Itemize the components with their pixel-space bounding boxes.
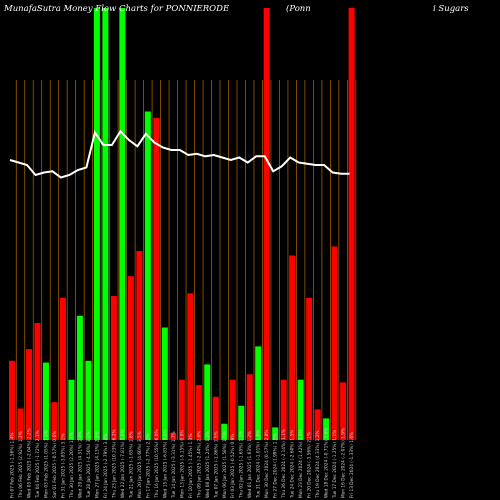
x-tick-label: Thu 30 Jan 2025 (2.20%) 1.7% [69,432,75,499]
x-tick-label: Tue 17 Dec 2024 (-1.25%) 1.1% [332,430,338,499]
x-tick-label: Wed 22 Jan 2025 (-7.81%) 5.0% [120,429,126,498]
volume-bar [42,362,49,440]
x-tick-label: Thu 26 Dec 2024 (-2.14%) 1.1% [281,429,287,499]
x-tick-label: Mon 27 Jan 2025 (4.13%) 2.8% [94,431,100,498]
x-tick-label: Fri 20 Dec 2024 (-3.56%) 2.1% [307,432,313,498]
volume-bar [314,409,321,440]
x-tick-label: Wed 05 Feb 2025 (-2.04%) 2.2% [26,428,32,498]
x-tick-label: Thu 19 Dec 2024 (4.33%) 1.2% [315,430,321,499]
x-tick-label: Thu 16 Jan 2025 (10.55%) 6.0% [154,429,160,499]
volume-bar [102,8,109,440]
x-tick-label: Wed 18 Dec 2024 (-0.71%) 2.0% [324,428,330,498]
volume-bar [289,255,296,440]
x-tick-label: Fri 31 Jan 2025 (-3.85%) 3.1% [60,434,66,498]
x-tick-label: Tue 07 Jan 2025 (-1.86%) 1.5% [213,431,219,499]
volume-bar [9,360,15,440]
volume-bar [51,402,58,440]
x-tick-label: Mon 06 Jan 2025 (1.58%) 1.0% [222,431,228,498]
x-tick-label: Wed 15 Jan 2025 (-6.83%) 5.0% [162,429,168,498]
volume-bars [9,8,355,441]
x-tick-label: Tue 24 Dec 2024 (-2.60%) 1.5% [290,430,296,499]
volume-bar [280,379,287,440]
x-tick-label: Fri 10 Jan 2025 (-1.45%) 1.3% [188,434,194,498]
volume-bar [348,8,355,440]
volume-bar [221,423,228,440]
x-tick-label: Wed 08 Jan 2025 (1.24%) 1.2% [205,431,211,498]
volume-bar [76,315,83,440]
volume-bar [255,346,262,440]
volume-bar [212,396,219,440]
price-line [9,129,350,179]
vertical-gridlines [15,80,357,440]
x-tick-label: Wed 01 Jan 2025 (1.63%) 1.2% [247,431,253,498]
chart-title: MunafaSutra Money Flow Charts for PONNIE… [3,3,469,14]
volume-bar [178,379,185,440]
volume-bar [306,297,313,440]
x-tick-label: Tue 14 Jan 2025 (-3.31%) 1.7% [171,431,177,499]
volume-bar [119,8,126,440]
chart-title-part-1: MunafaSutra Money Flow Charts for PONNIE… [3,4,230,14]
x-tick-label: Fri 13 Dec 2024 (-1.33%) 1.6% [349,432,355,498]
volume-bar [85,360,92,440]
x-tick-label: Mon 03 Feb 2025 (1.05%) 1.5% [43,430,49,498]
x-tick-labels: Fri 07 Feb 2025 (-1.56%) 1.4% Thu 06 Feb … [10,428,356,499]
x-tick-label: Thu 23 Jan 2025 (10.23%) 6.2% [111,429,117,499]
volume-bar [297,379,304,440]
x-tick-label: Fri 24 Jan 2025 (-2.79%) 3.4% [103,434,109,498]
x-tick-label: Tue 21 Jan 2025 (-1.65%) 1.8% [128,431,134,499]
volume-bar [161,327,168,440]
x-tick-label: Fri 03 Jan 2025 (-0.52%) 0.9% [230,434,236,498]
x-tick-label: Fri 17 Jan 2025 (-2.77%) 2.2% [145,434,151,498]
price-line-layer [9,129,350,179]
volume-bar [170,432,177,440]
volume-bar [68,379,75,440]
volume-bar [34,323,41,440]
x-tick-label: Tue 28 Jan 2025 (-4.50%) 3.1% [86,431,92,499]
volume-bar [17,408,24,440]
volume-bar [204,364,211,440]
volume-bar [25,349,32,440]
volume-bar [263,8,270,440]
x-tick-label: Mon 20 Jan 2025 (4.60%) 3.5% [137,431,143,498]
x-tick-label: Thu 02 Jan 2025 (-1.65%) 1.1% [239,431,245,499]
chart-title-part-2: (Ponn [286,3,311,14]
volume-bar [195,385,202,440]
volume-bar [246,374,253,440]
volume-bar [144,111,151,440]
volume-bar [323,418,330,440]
x-tick-label: Fri 07 Feb 2025 (-1.56%) 1.4% [10,433,16,498]
x-tick-label: Tue 31 Dec 2024 (-1.01%) 1.6% [256,430,262,499]
volume-bar [331,246,338,440]
x-tick-label: Sat 01 Feb 2025 (-0.57%) 0.6% [52,431,58,498]
volume-bar [59,297,66,440]
x-tick-label: Fri 27 Dec 2024 (1.99%) 1.5% [273,433,279,498]
chart-title-part-3: i Sugars [433,4,469,14]
volume-bar [272,427,279,440]
volume-bar [93,8,100,440]
x-tick-label: Mon 16 Dec 2024 (-2.07%) 1.9% [341,428,347,498]
x-tick-label: Wed 29 Jan 2025 (4.51%) 2.4% [77,431,83,498]
volume-bar [340,382,347,440]
volume-bar [110,296,117,440]
volume-bar [238,405,245,440]
volume-bar [187,293,194,440]
volume-bar [153,117,160,441]
volume-bar [127,276,134,440]
x-tick-label: Thu 06 Feb 2025 (2.92%) 1.2% [18,431,24,499]
x-tick-label: Mon 13 Jan 2025 (-5.15%) 0.9% [179,430,185,498]
volume-bar [136,251,143,440]
x-tick-label: Mon 30 Dec 2024 (0.57%) 2.8% [264,429,270,498]
x-tick-label: Mon 23 Dec 2024 (1.42%) 2.5% [298,429,304,498]
x-tick-label: Thu 09 Jan 2025 (-2.44%) 2.0% [196,431,202,499]
volume-bar [229,379,236,440]
x-tick-label: Tue 04 Feb 2025 (-1.72%) 2.1% [35,430,41,499]
